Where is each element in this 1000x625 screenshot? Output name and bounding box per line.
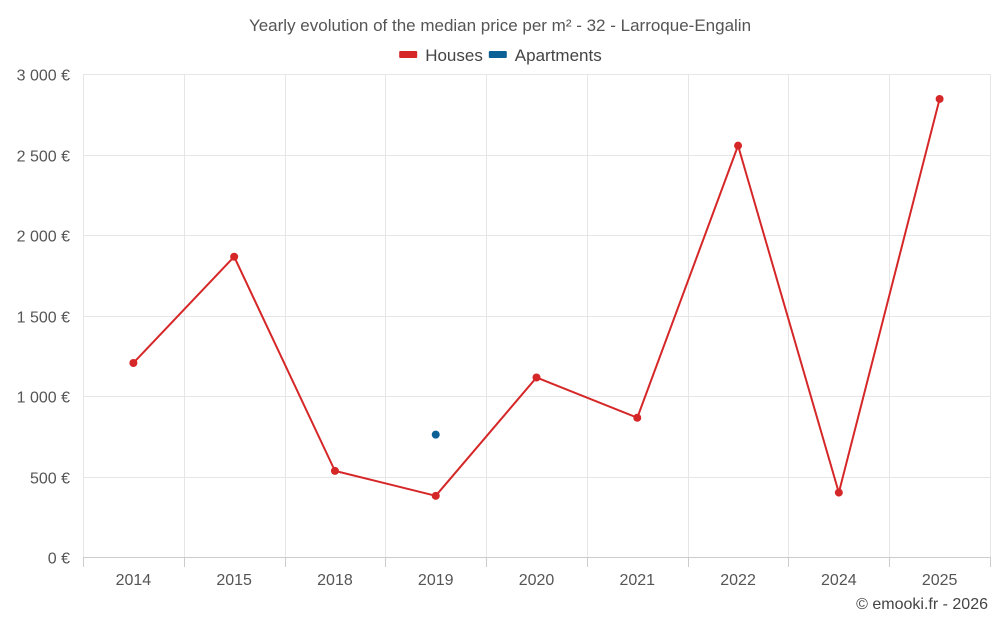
- data-point-houses-2014[interactable]: [129, 358, 138, 367]
- axes: 0 € 500 € 1 000 € 1 500 € 2 000 € 2 500 € 3 00…: [17, 68, 991, 589]
- x-tick-label: 2018: [317, 572, 353, 589]
- x-tick-label: 2019: [418, 572, 454, 589]
- data-point-houses-2024[interactable]: [834, 488, 843, 497]
- legend-swatch: [488, 51, 507, 58]
- y-tick-label: 2 500 €: [17, 149, 70, 166]
- x-tick-label: 2015: [216, 572, 252, 589]
- series-apartments: [431, 430, 440, 439]
- legend-item-houses[interactable]: Houses: [399, 46, 483, 65]
- y-tick-label: 3 000 €: [17, 68, 70, 85]
- x-tick-label: 2021: [619, 572, 655, 589]
- x-tick-label: 2024: [821, 572, 857, 589]
- data-point-houses-2025[interactable]: [935, 94, 944, 103]
- data-point-houses-2015[interactable]: [230, 252, 239, 261]
- chart-title: Yearly evolution of the median price per…: [249, 16, 751, 35]
- data-point-houses-2020[interactable]: [532, 373, 541, 382]
- y-tick-label: 1 000 €: [17, 390, 70, 407]
- legend: Houses Apartments: [399, 46, 602, 65]
- data-point-houses-2021[interactable]: [633, 413, 642, 422]
- x-tick-label: 2025: [922, 572, 958, 589]
- legend-swatch: [399, 51, 418, 58]
- data-point-houses-2022[interactable]: [734, 141, 743, 150]
- legend-item-apartments[interactable]: Apartments: [488, 46, 602, 65]
- x-tick-label: 2014: [116, 572, 152, 589]
- series-line-houses: [132, 98, 941, 497]
- legend-label: Apartments: [515, 46, 602, 65]
- x-tick-label: 2020: [519, 572, 555, 589]
- data-point-houses-2019[interactable]: [431, 491, 440, 500]
- y-tick-label: 500 €: [30, 471, 70, 488]
- x-tick-label: 2022: [720, 572, 756, 589]
- legend-label: Houses: [425, 46, 483, 65]
- grid: [83, 74, 991, 557]
- credit-text: © emooki.fr - 2026: [856, 596, 988, 613]
- y-tick-label: 1 500 €: [17, 310, 70, 327]
- series: [129, 94, 944, 500]
- data-point-apartments-2019[interactable]: [431, 430, 440, 439]
- series-houses: [129, 94, 944, 500]
- y-tick-label: 0 €: [48, 551, 70, 568]
- y-tick-label: 2 000 €: [17, 229, 70, 246]
- data-point-houses-2018[interactable]: [330, 466, 339, 475]
